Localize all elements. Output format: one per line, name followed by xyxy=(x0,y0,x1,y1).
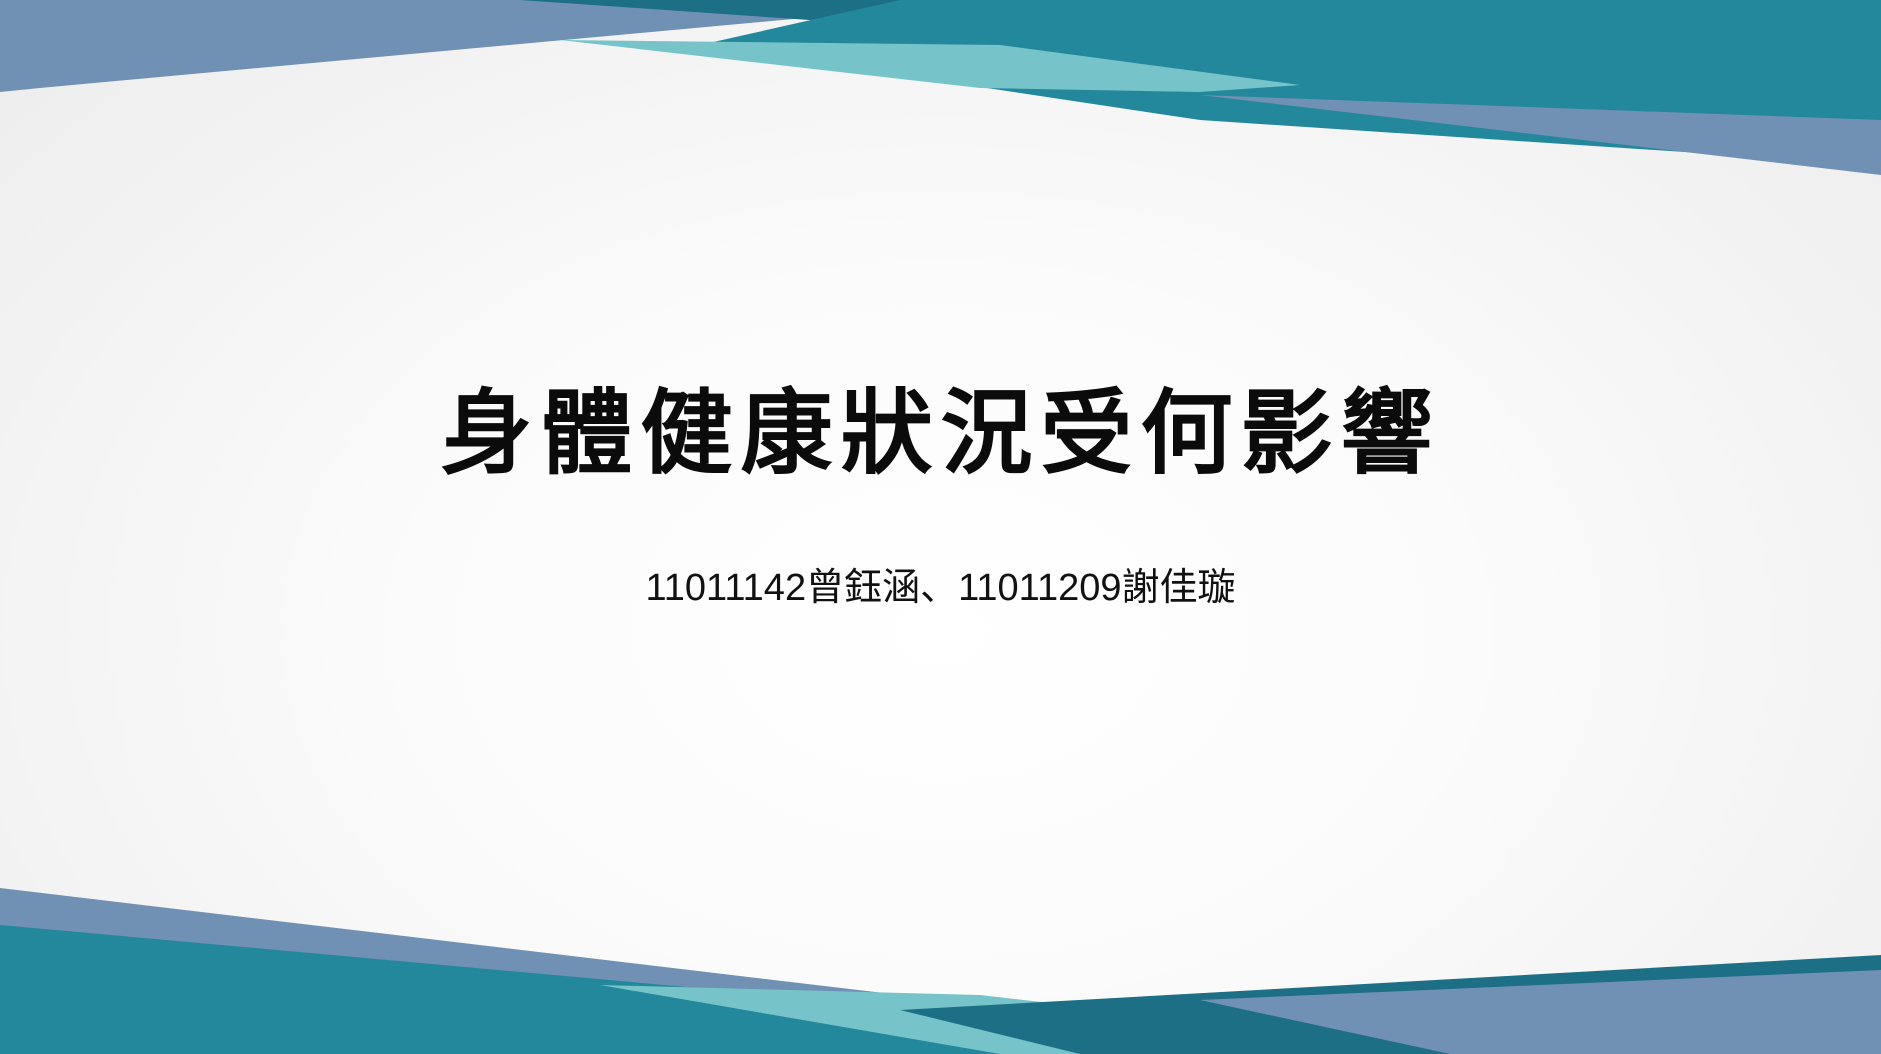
slide-subtitle: 11011142曾鈺涵、11011209謝佳璇 xyxy=(645,567,1236,609)
bottom-band-steel-right xyxy=(1200,970,1881,1054)
top-band-steel xyxy=(0,0,1000,92)
top-band-steel-right xyxy=(1200,95,1881,175)
top-band-light xyxy=(560,40,1300,92)
slide-title: 身體健康狀況受何影響 xyxy=(440,379,1441,487)
